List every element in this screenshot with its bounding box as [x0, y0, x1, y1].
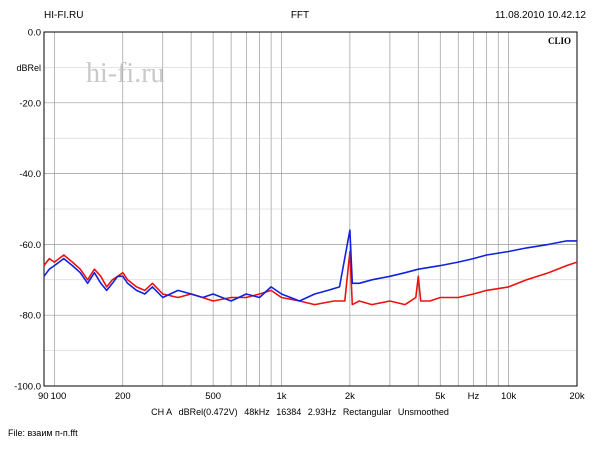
x-tick-label: 1k — [276, 391, 286, 402]
plot-frame — [43, 31, 578, 387]
sample-rate: 48kHz — [244, 407, 270, 417]
x-tick-label: 10k — [501, 391, 517, 402]
file-name: File: взаим п-п.fft — [8, 428, 78, 438]
y-tick-label: 0.0 — [28, 28, 41, 39]
y-tick-label: -100.0 — [14, 382, 41, 393]
window-type: Rectangular — [342, 407, 392, 417]
series-line-2 — [43, 229, 577, 302]
x-tick-label: 5k — [435, 391, 445, 402]
x-tick-label: 100 — [50, 391, 66, 402]
y-tick-label: -40.0 — [19, 169, 41, 180]
y-tick-label: -20.0 — [19, 98, 41, 109]
smoothing: Unsmoothed — [397, 407, 449, 417]
axis-labels: 0.0 -20.0 -40.0 -60.0 -80.0 -100.0 dBRel 90 100 2… — [14, 28, 585, 403]
x-tick-label: Hz — [468, 391, 480, 402]
y-tick-label: -60.0 — [19, 240, 41, 251]
resolution: 2.93Hz — [307, 407, 337, 417]
x-tick-label: 2k — [345, 391, 355, 402]
channel-label: CH A — [151, 407, 173, 417]
unit-label: dBRel(0.472V) — [178, 407, 238, 417]
brand-label: CLIO — [548, 36, 571, 46]
fft-points: 16384 — [276, 407, 302, 417]
y-tick-label: -80.0 — [19, 311, 41, 322]
y-axis-label: dBRel — [16, 63, 41, 73]
header-left-label: HI-FI.RU — [44, 10, 84, 21]
header-timestamp: 11.08.2010 10.42.12 — [494, 10, 586, 21]
measurement-info: CH A dBRel(0.472V) 48kHz 16384 2.93Hz Re… — [0, 407, 600, 417]
x-tick-label: 90 — [38, 391, 49, 402]
watermark: hi-fi.ru — [86, 58, 165, 89]
x-tick-label: 200 — [115, 391, 131, 402]
x-tick-label: 20k — [569, 391, 585, 402]
series-layer — [43, 229, 578, 306]
watermark-text: hi-fi.ru — [86, 58, 165, 89]
x-tick-label: 500 — [205, 391, 221, 402]
header-title: FFT — [290, 10, 310, 21]
